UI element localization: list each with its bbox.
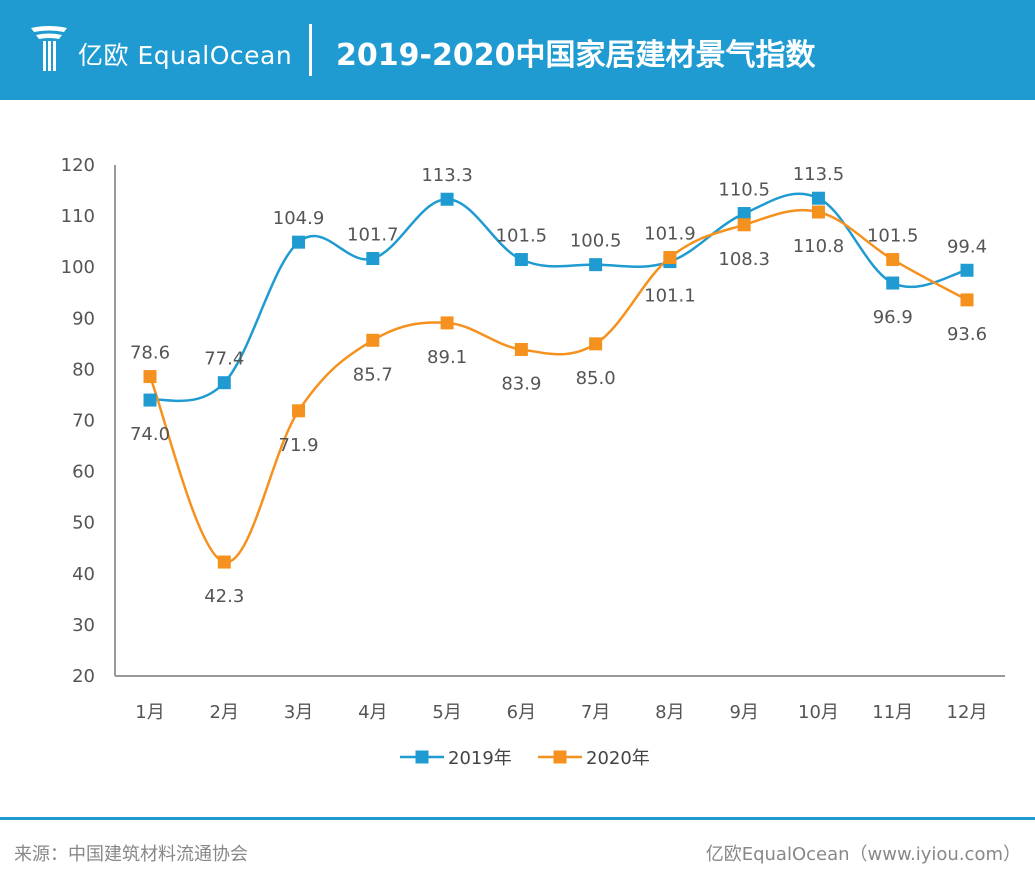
series-2019-marker	[589, 258, 603, 272]
x-tick-label: 11月	[872, 702, 913, 723]
x-tick-label: 9月	[729, 702, 758, 723]
y-tick-label: 60	[72, 462, 95, 483]
series-2019-data-label: 113.5	[793, 164, 845, 185]
chart-title: 2019-2020中国家居建材景气指数	[336, 38, 816, 73]
series-2019-marker	[960, 263, 974, 277]
series-2019-data-label: 77.4	[204, 349, 244, 370]
series-2019-marker	[811, 191, 825, 205]
series-2019-marker	[514, 253, 528, 267]
series-2019-marker	[292, 235, 306, 249]
series-2020-marker	[143, 370, 157, 384]
series-2020-data-label: 89.1	[427, 347, 467, 368]
x-tick-label: 12月	[947, 702, 988, 723]
y-tick-label: 30	[72, 615, 95, 636]
series-2019-data-label: 74.0	[130, 424, 170, 445]
x-tick-label: 10月	[798, 702, 839, 723]
series-2019-marker	[143, 393, 157, 407]
brand-credit: 亿欧EqualOcean（www.iyiou.com）	[705, 844, 1021, 865]
equalocean-logo-icon	[31, 26, 67, 71]
series-2019-marker	[217, 376, 231, 390]
y-tick-label: 120	[61, 155, 95, 176]
y-tick-label: 20	[72, 666, 95, 687]
series-2020-marker	[292, 404, 306, 418]
series-2019-data-label: 101.1	[644, 286, 696, 307]
series-2020-marker	[514, 342, 528, 356]
series-2020-marker	[366, 333, 380, 347]
x-tick-label: 4月	[358, 702, 387, 723]
series-2019-data-label: 104.9	[273, 208, 325, 229]
series-2020-marker	[663, 250, 677, 264]
y-tick-label: 90	[72, 308, 95, 329]
series-2020-data-label: 108.3	[718, 249, 770, 270]
footer-divider	[0, 817, 1035, 820]
x-tick-label: 2月	[210, 702, 239, 723]
series-2019-marker	[366, 252, 380, 266]
legend-label-series-2019: 2019年	[448, 748, 512, 769]
series-2019-data-label: 113.3	[421, 165, 473, 186]
series-2020-data-label: 93.6	[947, 324, 987, 345]
logo-text: 亿欧 EqualOcean	[78, 41, 293, 70]
x-tick-label: 7月	[581, 702, 610, 723]
line-chart: 20 30 40 50 60 70 80 90 100 110 120 1月 2月 3月 4月 5月 6月 7月 8…	[61, 155, 1005, 769]
legend-label-series-2020: 2020年	[586, 748, 650, 769]
series-2019-data-label: 96.9	[873, 307, 913, 328]
series-2019-data-label: 110.5	[718, 180, 770, 201]
series-2020-data-label: 85.0	[576, 368, 616, 389]
x-tick-label: 5月	[432, 702, 461, 723]
series-2020-data-label: 42.3	[204, 586, 244, 607]
series-2020-marker	[811, 205, 825, 219]
series-2019-data-label: 101.7	[347, 225, 399, 246]
series-2020-marker	[886, 253, 900, 267]
series-2020-data-label: 101.9	[644, 223, 696, 244]
series-2019-marker	[440, 192, 454, 206]
series-2020-data-label: 101.5	[867, 226, 919, 247]
y-tick-label: 100	[61, 257, 95, 278]
y-tick-label: 110	[61, 206, 95, 227]
y-tick-label: 70	[72, 411, 95, 432]
legend-marker-series-2020	[553, 750, 567, 764]
series-2020-marker	[440, 316, 454, 330]
series-2019-data-label: 100.5	[570, 231, 622, 252]
x-tick-label: 6月	[507, 702, 536, 723]
x-tick-label: 3月	[284, 702, 313, 723]
y-tick-label: 80	[72, 359, 95, 380]
y-tick-label: 50	[72, 513, 95, 534]
series-2020-data-label: 110.8	[793, 236, 845, 257]
series-2019-marker	[737, 207, 751, 221]
series-2019-marker	[886, 276, 900, 290]
series-2020-marker	[737, 218, 751, 232]
x-tick-label: 1月	[135, 702, 164, 723]
series-2020-marker	[217, 555, 231, 569]
series-2020-data-label: 71.9	[279, 435, 319, 456]
series-2020-marker	[960, 293, 974, 307]
series-2019-line	[149, 192, 968, 403]
series-2019-data-label: 99.4	[947, 236, 987, 257]
header-divider	[309, 24, 312, 76]
source-note: 来源：中国建筑材料流通协会	[14, 844, 248, 865]
legend-marker-series-2019	[415, 750, 429, 764]
series-2020-marker	[589, 337, 603, 351]
x-tick-label: 8月	[655, 702, 684, 723]
header-banner: 亿欧 EqualOcean 2019-2020中国家居建材景气指数	[0, 0, 1035, 100]
series-2020-data-label: 83.9	[501, 373, 541, 394]
series-2019-data-label: 101.5	[496, 226, 548, 247]
series-2020-line	[148, 208, 968, 564]
y-tick-label: 40	[72, 564, 95, 585]
series-2020-data-label: 85.7	[353, 364, 393, 385]
series-2020-data-label: 78.6	[130, 343, 170, 364]
